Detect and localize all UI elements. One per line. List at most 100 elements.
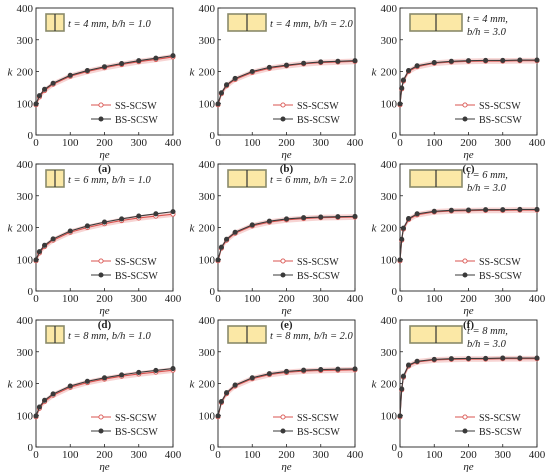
bs-data-point xyxy=(517,206,523,212)
bs-data-point xyxy=(352,58,358,64)
y-tick-label: 100 xyxy=(199,98,216,110)
y-tick-label: 0 xyxy=(210,442,216,454)
legend-label: BS-SCSW xyxy=(479,271,522,282)
y-tick-label: 400 xyxy=(199,315,216,327)
bs-data-point xyxy=(119,372,125,378)
bs-data-point xyxy=(301,367,307,373)
x-tick-label: 400 xyxy=(347,137,364,149)
x-axis-label: ηe xyxy=(99,305,109,317)
bs-data-point xyxy=(399,236,405,242)
bs-data-point xyxy=(218,399,224,405)
panel-label: (c) xyxy=(462,163,475,175)
bs-data-point xyxy=(218,90,224,96)
x-tick-label: 200 xyxy=(96,449,113,461)
x-tick-label: 200 xyxy=(278,449,295,461)
legend-swatch-marker xyxy=(98,272,104,278)
bs-data-point xyxy=(406,67,412,74)
y-tick-label: 400 xyxy=(17,315,34,327)
bs-data-point xyxy=(414,63,420,69)
bs-data-point xyxy=(318,59,324,65)
y-tick-label: 300 xyxy=(17,191,34,203)
y-tick-label: 0 xyxy=(210,286,216,298)
x-tick-label: 200 xyxy=(460,137,477,149)
annotation-ratio: b/h = 3.0 xyxy=(467,183,507,194)
legend-swatch-marker xyxy=(280,272,286,278)
bs-data-point xyxy=(249,68,255,75)
annotation-thickness: t = 4 mm, xyxy=(467,14,508,25)
x-tick-label: 0 xyxy=(397,293,403,305)
bs-data-point xyxy=(283,368,290,374)
bs-data-point xyxy=(465,58,472,64)
x-tick-label: 0 xyxy=(397,449,403,461)
x-tick-label: 0 xyxy=(33,137,39,149)
y-tick-label: 100 xyxy=(381,254,398,266)
x-tick-label: 0 xyxy=(215,137,221,149)
legend-label: SS-SCSW xyxy=(115,413,157,424)
legend-label: BS-SCSW xyxy=(479,427,522,438)
bs-data-point xyxy=(335,366,341,372)
y-tick-label: 300 xyxy=(17,347,34,359)
y-tick-label: 300 xyxy=(381,191,398,203)
y-axis-label: k xyxy=(8,67,14,79)
bs-data-point xyxy=(517,355,523,361)
panel-label: (d) xyxy=(98,319,112,331)
chart-panel-f: 0 100 200 300 400 0 100 200 300 400 k ηe (f) SS-SCSW B… xyxy=(372,159,546,331)
legend-swatch-marker xyxy=(280,116,286,122)
y-tick-label: 400 xyxy=(381,3,398,15)
bs-data-point xyxy=(84,378,90,384)
x-tick-label: 400 xyxy=(165,293,182,305)
bs-data-point xyxy=(483,57,489,63)
x-tick-label: 100 xyxy=(426,293,443,305)
bs-data-point xyxy=(84,67,90,74)
y-tick-label: 300 xyxy=(199,191,216,203)
y-tick-label: 200 xyxy=(17,379,34,391)
annotation-ratio: b/h = 1.0 xyxy=(112,175,152,186)
x-tick-label: 200 xyxy=(460,449,477,461)
bs-data-point xyxy=(431,60,437,66)
bs-data-point xyxy=(318,366,324,373)
chart-panel-a: 0 100 200 300 400 0 100 200 300 400 k ηe (a) SS-SCSW B… xyxy=(8,3,182,175)
x-tick-label: 300 xyxy=(495,293,512,305)
legend-label: BS-SCSW xyxy=(479,115,522,126)
ss-band xyxy=(36,54,173,108)
y-tick-label: 400 xyxy=(381,315,398,327)
bs-data-point xyxy=(534,355,540,361)
x-tick-label: 400 xyxy=(529,137,546,149)
x-tick-label: 300 xyxy=(495,449,512,461)
bs-data-point xyxy=(67,383,73,389)
bs-data-point xyxy=(500,57,506,63)
bs-data-point xyxy=(50,236,56,242)
x-tick-label: 100 xyxy=(426,137,443,149)
y-tick-label: 400 xyxy=(199,3,216,15)
chart-panel-h: 01002003004000100200300400kηe(h)SS-SCSWB… xyxy=(190,315,364,472)
x-tick-label: 0 xyxy=(33,449,39,461)
y-tick-label: 400 xyxy=(17,3,34,15)
legend-label: SS-SCSW xyxy=(479,101,521,112)
annotation-thickness: t = 8 mm, xyxy=(68,331,109,342)
legend-swatch-marker xyxy=(280,102,286,108)
legend-swatch-marker xyxy=(462,428,468,434)
ss-series-line xyxy=(217,216,356,261)
bs-data-point xyxy=(400,225,406,231)
annotation-thickness: t = 4 mm, xyxy=(270,19,311,30)
annotation-ratio: b/h = 1.0 xyxy=(112,19,152,30)
y-tick-label: 0 xyxy=(28,286,34,298)
bs-data-point xyxy=(119,61,125,67)
ss-band xyxy=(400,207,537,264)
x-axis-label: ηe xyxy=(99,461,109,472)
bs-data-point xyxy=(67,228,73,234)
bs-data-point xyxy=(335,58,341,64)
legend-swatch-marker xyxy=(462,414,468,420)
legend-swatch-marker xyxy=(462,258,468,264)
annotation-thickness: t = 4 mm, xyxy=(68,19,109,30)
bs-data-point xyxy=(42,86,48,92)
ss-series-line xyxy=(217,369,356,417)
y-axis-label: k xyxy=(190,67,196,79)
y-tick-label: 400 xyxy=(381,159,398,171)
x-tick-label: 300 xyxy=(313,293,330,305)
y-tick-label: 100 xyxy=(381,410,398,422)
x-axis-label: ηe xyxy=(281,461,291,472)
bs-data-point xyxy=(101,375,108,381)
bs-data-point xyxy=(36,93,42,99)
x-tick-label: 200 xyxy=(278,137,295,149)
